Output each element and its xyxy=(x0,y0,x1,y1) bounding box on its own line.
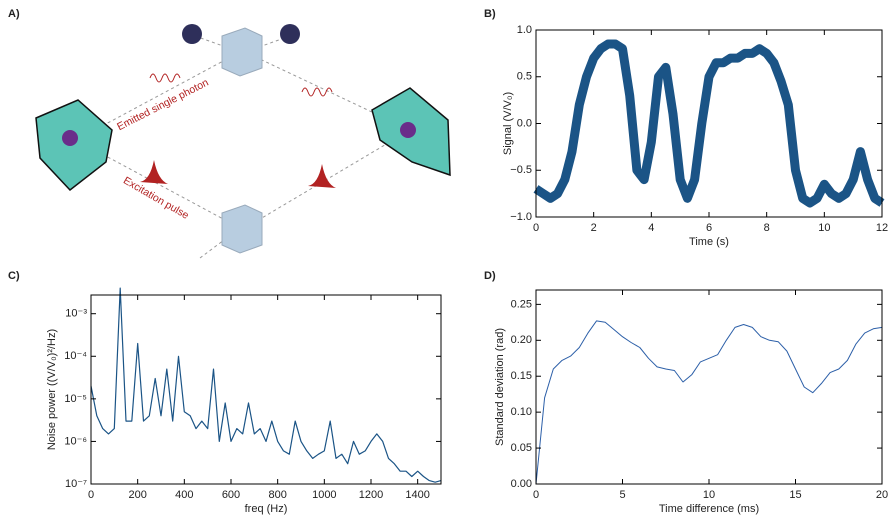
x-tick-label: 6 xyxy=(706,222,712,234)
y-tick-label: 0.5 xyxy=(517,71,532,83)
panel-label: D) xyxy=(484,270,496,282)
x-axis-label: freq (Hz) xyxy=(245,503,288,515)
x-tick-label: 200 xyxy=(128,489,146,501)
panel-label: A) xyxy=(8,8,20,20)
y-tick-label: 10⁻⁷ xyxy=(65,478,87,490)
panel-label: B) xyxy=(484,8,496,20)
x-tick-label: 0 xyxy=(533,222,539,234)
plot-frame xyxy=(90,294,442,485)
spin xyxy=(400,122,416,138)
y-tick-label: −0.5 xyxy=(510,164,532,176)
y-tick-label: 10⁻⁴ xyxy=(64,350,87,362)
y-tick-label: 1.0 xyxy=(517,24,532,36)
y-tick-label: 10⁻⁶ xyxy=(64,435,87,447)
x-tick-label: 5 xyxy=(619,489,625,501)
data-line xyxy=(90,287,442,483)
annotation: Emitted single photon xyxy=(115,77,211,134)
y-tick-label: 10⁻⁵ xyxy=(64,393,87,405)
pulse xyxy=(308,164,336,188)
y-axis-label: Standard deviation (rad) xyxy=(494,328,506,446)
panel-label: C) xyxy=(8,270,20,282)
spin xyxy=(62,130,78,146)
y-tick-label: 0.10 xyxy=(511,406,532,418)
data-line xyxy=(533,39,885,208)
y-axis-label: Noise power ((V/V₀)²/Hz) xyxy=(46,329,58,450)
y-tick-label: 0.0 xyxy=(517,117,532,129)
beam xyxy=(194,35,241,53)
x-tick-label: 12 xyxy=(876,222,888,234)
x-tick-label: 0 xyxy=(533,489,539,501)
diagram: A) Emitted single photon Excitation puls… xyxy=(8,8,451,259)
x-axis-label: Time difference (ms) xyxy=(659,503,759,515)
x-tick-label: 10 xyxy=(703,489,715,501)
x-tick-label: 2 xyxy=(591,222,597,234)
data-line xyxy=(535,320,883,485)
y-tick-label: 10⁻³ xyxy=(65,308,87,320)
plot-frame xyxy=(535,289,883,485)
y-tick-label: −1.0 xyxy=(510,211,532,223)
x-tick-label: 400 xyxy=(175,489,193,501)
x-tick-label: 15 xyxy=(789,489,801,501)
beam-splitter xyxy=(221,204,263,254)
pulse xyxy=(140,160,168,184)
x-tick-label: 10 xyxy=(818,222,830,234)
photon xyxy=(149,73,181,83)
x-tick-label: 4 xyxy=(648,222,654,234)
beam-splitter xyxy=(221,27,263,77)
beam xyxy=(244,129,411,229)
x-tick-label: 0 xyxy=(88,489,94,501)
x-tick-label: 1400 xyxy=(405,489,429,501)
x-tick-label: 1200 xyxy=(359,489,383,501)
detector xyxy=(280,24,300,44)
x-axis-label: Time (s) xyxy=(689,236,729,248)
y-tick-label: 0.00 xyxy=(511,478,532,490)
x-tick-label: 600 xyxy=(222,489,240,501)
crystal xyxy=(35,99,113,192)
x-tick-label: 20 xyxy=(876,489,888,501)
y-tick-label: 0.05 xyxy=(511,442,532,454)
detector xyxy=(182,24,202,44)
y-tick-label: 0.20 xyxy=(511,334,532,346)
x-tick-label: 1000 xyxy=(312,489,336,501)
y-axis-label: Signal (V/V₀) xyxy=(502,92,514,155)
x-tick-label: 8 xyxy=(764,222,770,234)
y-tick-label: 0.15 xyxy=(511,370,532,382)
y-tick-label: 0.25 xyxy=(511,298,532,310)
x-tick-label: 800 xyxy=(268,489,286,501)
beam xyxy=(199,227,241,259)
photon xyxy=(301,87,333,97)
